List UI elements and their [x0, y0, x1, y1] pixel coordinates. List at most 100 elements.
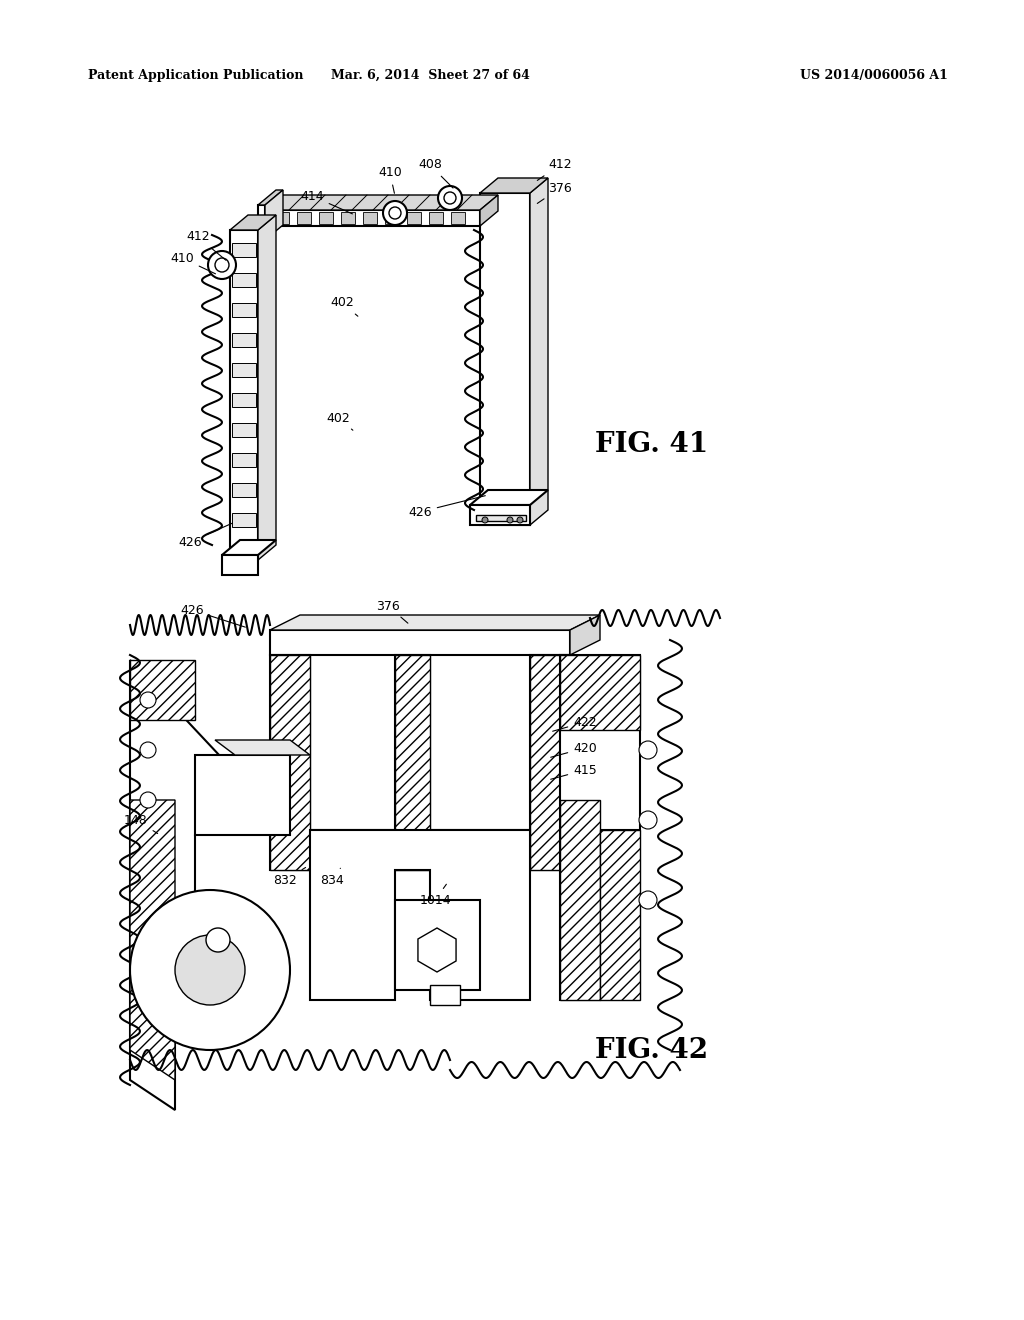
Bar [232, 333, 256, 347]
Polygon shape [560, 800, 600, 1001]
Polygon shape [258, 190, 283, 205]
Polygon shape [395, 900, 480, 990]
Polygon shape [280, 830, 560, 850]
Polygon shape [310, 830, 530, 1001]
Text: 832: 832 [273, 867, 305, 887]
Circle shape [517, 517, 523, 523]
Circle shape [507, 517, 513, 523]
Polygon shape [265, 210, 480, 226]
Bar [275, 213, 289, 224]
Polygon shape [270, 615, 600, 630]
Polygon shape [270, 655, 310, 870]
Polygon shape [430, 985, 460, 1005]
Text: FIG. 41: FIG. 41 [595, 432, 709, 458]
Circle shape [140, 742, 156, 758]
Text: 376: 376 [538, 181, 571, 203]
Polygon shape [215, 741, 310, 755]
Text: 402: 402 [326, 412, 353, 430]
Circle shape [639, 891, 657, 909]
Circle shape [383, 201, 407, 224]
Polygon shape [395, 655, 430, 870]
Polygon shape [395, 655, 430, 870]
Polygon shape [222, 554, 258, 576]
Polygon shape [195, 755, 290, 836]
Polygon shape [418, 928, 456, 972]
Bar [319, 213, 333, 224]
Text: 834: 834 [321, 869, 344, 887]
Text: Mar. 6, 2014  Sheet 27 of 64: Mar. 6, 2014 Sheet 27 of 64 [331, 69, 529, 82]
Text: 420: 420 [551, 742, 597, 758]
Circle shape [444, 191, 456, 205]
Bar [232, 273, 256, 286]
Text: 408: 408 [418, 158, 453, 187]
Text: 426: 426 [409, 496, 485, 519]
Bar [451, 213, 465, 224]
Bar [232, 243, 256, 257]
Polygon shape [570, 615, 600, 655]
Text: 376: 376 [376, 599, 408, 623]
Text: Patent Application Publication: Patent Application Publication [88, 69, 303, 82]
Polygon shape [480, 195, 498, 226]
Bar [341, 213, 355, 224]
Circle shape [639, 810, 657, 829]
Bar [429, 213, 443, 224]
Polygon shape [258, 205, 265, 240]
Polygon shape [230, 230, 258, 560]
Polygon shape [130, 660, 310, 1110]
Bar [297, 213, 311, 224]
Circle shape [175, 935, 245, 1005]
Text: 415: 415 [551, 763, 597, 779]
Bar [232, 393, 256, 407]
Text: 1014: 1014 [419, 884, 451, 907]
Bar [232, 483, 256, 498]
Polygon shape [270, 655, 310, 870]
Text: US 2014/0060056 A1: US 2014/0060056 A1 [800, 69, 948, 82]
Polygon shape [130, 660, 195, 719]
Polygon shape [265, 190, 283, 240]
Bar [232, 453, 256, 467]
Polygon shape [560, 655, 640, 730]
Polygon shape [600, 830, 640, 1001]
Circle shape [130, 890, 290, 1049]
Text: FIG. 42: FIG. 42 [595, 1036, 709, 1064]
Polygon shape [480, 178, 548, 193]
Circle shape [215, 257, 229, 272]
Text: 148: 148 [124, 813, 158, 833]
Polygon shape [530, 178, 548, 525]
Polygon shape [265, 195, 498, 210]
Polygon shape [560, 655, 640, 1001]
Bar [232, 363, 256, 378]
Text: 402: 402 [330, 297, 357, 317]
Polygon shape [470, 506, 530, 525]
Bar [362, 213, 377, 224]
Circle shape [140, 692, 156, 708]
Circle shape [389, 207, 401, 219]
Circle shape [208, 251, 236, 279]
Text: 410: 410 [170, 252, 215, 273]
Bar [476, 515, 526, 521]
Text: 414: 414 [300, 190, 352, 214]
Polygon shape [258, 215, 276, 560]
Circle shape [639, 741, 657, 759]
Text: 412: 412 [186, 231, 226, 260]
Polygon shape [530, 655, 570, 870]
Text: 410: 410 [378, 166, 401, 193]
Polygon shape [480, 193, 530, 525]
Text: 422: 422 [553, 715, 597, 731]
Bar [407, 213, 421, 224]
Polygon shape [530, 655, 570, 870]
Polygon shape [222, 540, 276, 554]
Polygon shape [230, 215, 276, 230]
Polygon shape [470, 490, 548, 506]
Text: 426: 426 [178, 523, 232, 549]
Bar [232, 513, 256, 527]
Bar [232, 304, 256, 317]
Polygon shape [280, 830, 560, 850]
Circle shape [140, 792, 156, 808]
Text: 412: 412 [538, 158, 571, 181]
Circle shape [482, 517, 488, 523]
Circle shape [438, 186, 462, 210]
Polygon shape [270, 630, 570, 655]
Text: 426: 426 [180, 603, 246, 627]
Bar [385, 213, 399, 224]
